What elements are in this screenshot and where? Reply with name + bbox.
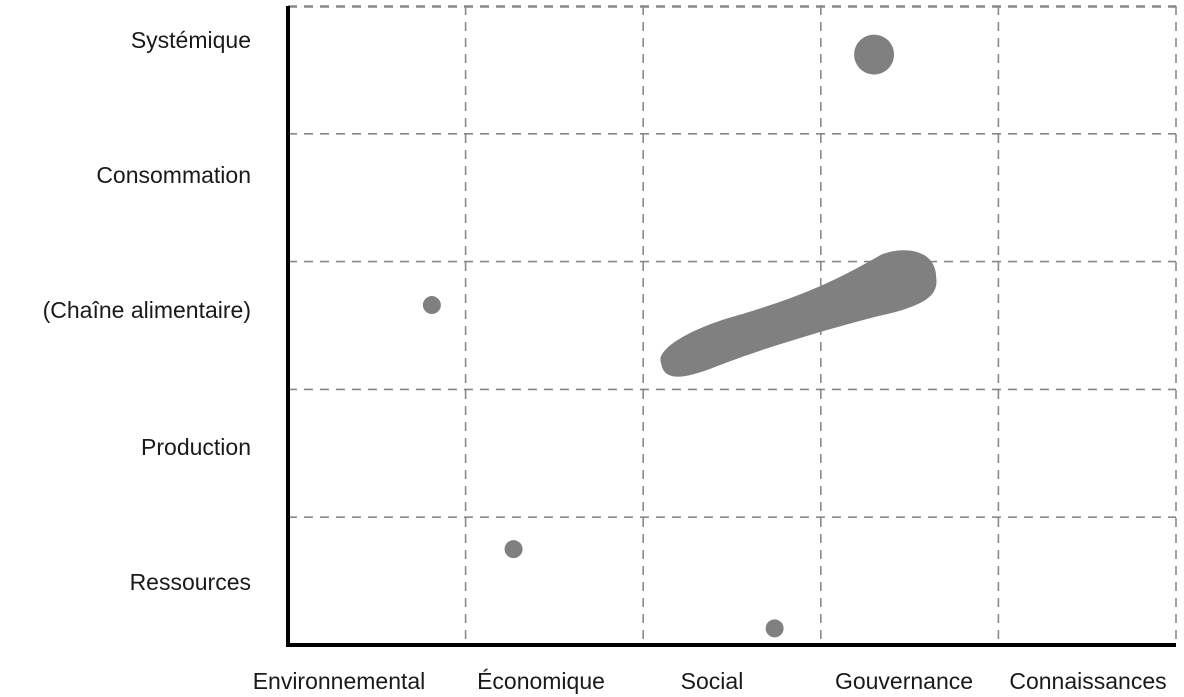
column-label-social: Social <box>681 668 744 694</box>
axes <box>286 6 1176 647</box>
row-label-consommation: Consommation <box>96 162 251 188</box>
data-point <box>765 619 784 638</box>
row-label-production: Production <box>141 434 251 460</box>
grid <box>288 5 1177 645</box>
row-labels: Ressources Production (Chaîne alimentair… <box>43 27 251 595</box>
data-marks <box>422 34 937 638</box>
data-point-large <box>854 34 895 75</box>
data-point <box>504 540 523 559</box>
column-label-connaissances: Connaissances <box>1009 668 1166 694</box>
row-label-ressources: Ressources <box>130 569 251 595</box>
column-label-environnemental: Environnemental <box>253 668 426 694</box>
region-blob <box>660 250 937 377</box>
row-label-systemique: Systémique <box>131 27 251 53</box>
column-labels: Environnemental Économique Social Gouver… <box>253 668 1167 694</box>
column-label-gouvernance: Gouvernance <box>835 668 973 694</box>
column-label-economique: Économique <box>477 668 605 694</box>
data-point <box>422 296 441 315</box>
row-label-chaine-alimentaire: (Chaîne alimentaire) <box>43 297 251 323</box>
